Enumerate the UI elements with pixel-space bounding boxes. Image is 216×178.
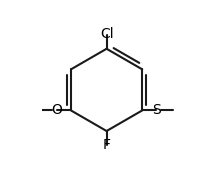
- Text: Cl: Cl: [100, 27, 113, 41]
- Text: F: F: [103, 138, 111, 152]
- Text: S: S: [152, 103, 161, 117]
- Text: O: O: [51, 103, 62, 117]
